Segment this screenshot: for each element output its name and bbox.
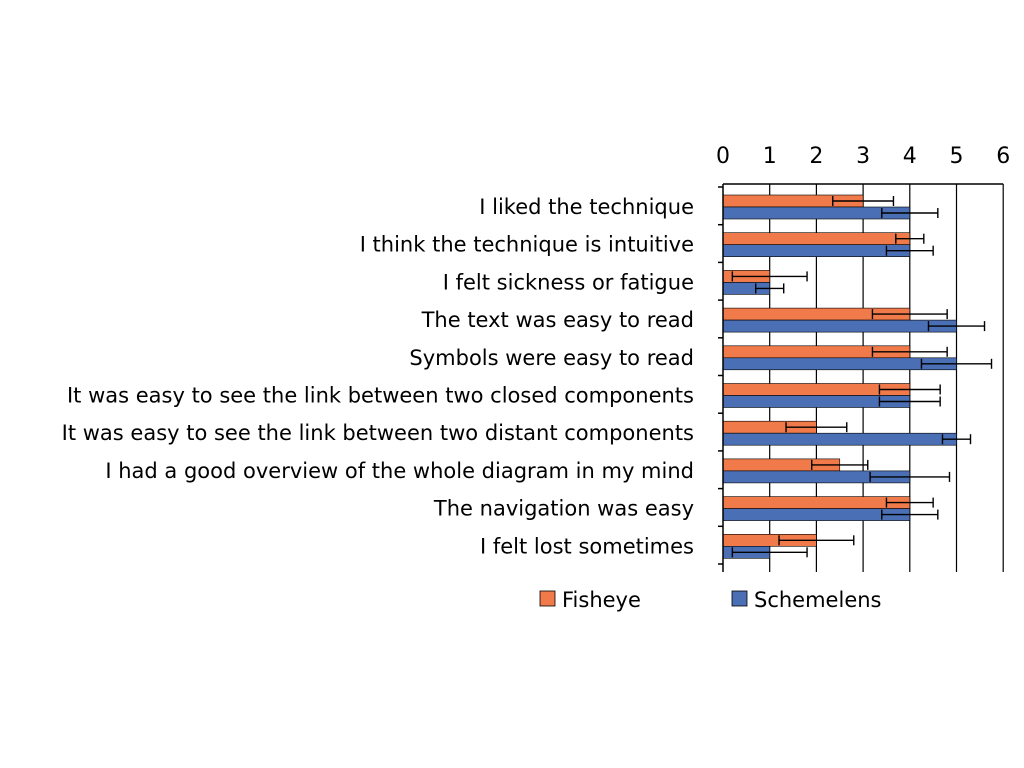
bar-schemelens-3 — [722, 319, 957, 333]
category-label-9: I felt lost sometimes — [480, 534, 694, 558]
bar-schemelens-1 — [722, 244, 911, 257]
category-label-6: It was easy to see the link between two … — [62, 421, 694, 445]
legend-swatch-schemelens — [731, 590, 748, 607]
legend-swatch-fisheye — [539, 590, 556, 607]
x-tick-label-0: 0 — [716, 144, 730, 169]
legend: Fisheye Schemelens — [539, 588, 882, 612]
x-tick-label-5: 5 — [950, 144, 964, 169]
category-label-1: I think the technique is intuitive — [360, 233, 694, 257]
axis — [718, 183, 1004, 572]
x-tick-label-3: 3 — [856, 144, 870, 169]
bars — [722, 194, 957, 559]
category-label-7: I had a good overview of the whole diagr… — [105, 459, 694, 483]
category-label-2: I felt sickness or fatigue — [443, 270, 694, 294]
category-label-8: The navigation was easy — [433, 497, 694, 521]
category-label-3: The text was easy to read — [421, 308, 694, 332]
bar-schemelens-6 — [722, 432, 957, 446]
x-tick-label-1: 1 — [763, 144, 777, 169]
error-bars — [731, 196, 993, 558]
legend-label-fisheye: Fisheye — [562, 588, 641, 612]
category-labels: I liked the technique I think the techniq… — [62, 195, 694, 558]
legend-label-schemelens: Schemelens — [754, 588, 882, 612]
category-label-5: It was easy to see the link between two … — [67, 384, 694, 408]
x-tick-label-6: 6 — [996, 144, 1010, 169]
x-tick-labels: 0 1 2 3 4 5 6 — [716, 144, 1010, 169]
bar-fisheye-1 — [722, 232, 911, 245]
category-label-4: Symbols were easy to read — [409, 346, 694, 370]
category-label-0: I liked the technique — [479, 195, 694, 219]
bar-fisheye-8 — [722, 496, 911, 509]
x-tick-label-2: 2 — [809, 144, 823, 169]
x-tick-label-4: 4 — [903, 144, 917, 169]
